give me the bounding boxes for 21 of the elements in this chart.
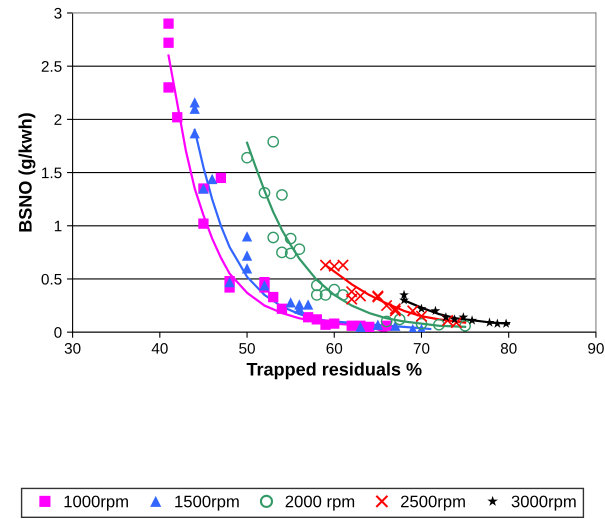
x-tick-label: 60 <box>326 342 342 354</box>
y-tick-label: 0.5 <box>42 274 62 285</box>
x-tick-label: 90 <box>588 342 604 354</box>
x-tick-label: 50 <box>239 342 255 354</box>
y-tick-label: 2 <box>54 114 62 125</box>
legend-label: 1000rpm <box>64 496 128 511</box>
y-tick-label: 1.5 <box>42 168 62 178</box>
y-tick-label: 3 <box>54 8 62 19</box>
x-axis-title: Trapped residuals % <box>246 362 422 380</box>
x-tick-label: 40 <box>152 342 168 354</box>
y-tick-label: 0 <box>54 327 62 338</box>
x-tick-label: 80 <box>500 342 517 354</box>
y-axis-title: BSNO (g/kwh) <box>18 113 36 232</box>
y-tick-label: 2.5 <box>42 61 62 72</box>
legend-label: 3000rpm <box>512 496 576 511</box>
x-tick-label: 30 <box>64 342 80 354</box>
legend-label: 2000 rpm <box>286 496 354 511</box>
legend-label: 2500rpm <box>401 496 465 511</box>
y-tick-label: 1 <box>54 220 62 232</box>
x-tick-label: 70 <box>414 342 430 354</box>
legend-label: 1500rpm <box>175 496 239 511</box>
